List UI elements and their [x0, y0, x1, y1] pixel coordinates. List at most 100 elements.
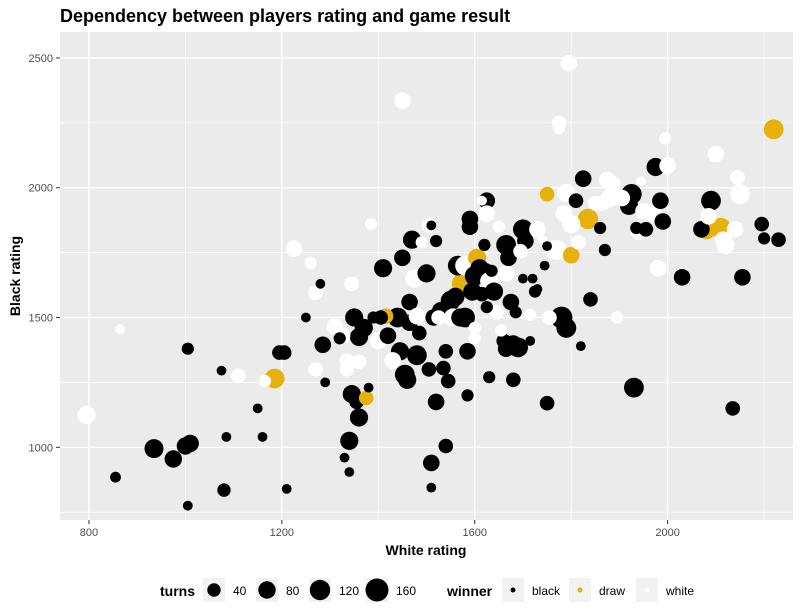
data-point-white — [603, 175, 621, 193]
legend-size-key-160 — [365, 578, 389, 602]
data-point-black — [436, 360, 451, 376]
legend-color-keys: black draw white — [502, 578, 694, 602]
data-point-black — [509, 306, 522, 319]
data-point-black — [532, 284, 543, 294]
data-point-black — [421, 362, 437, 377]
data-point-white — [555, 205, 573, 222]
data-point-black — [539, 395, 555, 411]
data-point-black — [451, 308, 470, 327]
data-point-black — [144, 439, 164, 459]
data-point-black — [527, 273, 538, 284]
data-point-black — [426, 482, 437, 493]
x-tick-label: 800 — [80, 527, 98, 539]
data-point-black — [461, 210, 479, 228]
data-point-white — [707, 145, 725, 163]
data-point-black — [771, 232, 786, 247]
legend-size-title: turns — [160, 583, 195, 599]
data-point-white — [364, 218, 378, 231]
data-point-black — [394, 249, 411, 267]
data-point-black — [461, 389, 474, 402]
data-point-black — [483, 371, 496, 384]
data-point-black — [320, 377, 331, 388]
data-point-white — [613, 189, 631, 207]
data-point-white — [635, 202, 652, 220]
legend-size-keys: 40 80 120 160 — [203, 578, 416, 602]
data-point-black — [652, 192, 669, 209]
data-point-white — [529, 221, 546, 238]
legend-size-label: 160 — [396, 584, 416, 598]
data-point-black — [484, 282, 504, 301]
data-point-black — [470, 259, 489, 278]
data-point-black — [427, 393, 445, 411]
data-point-black — [654, 213, 672, 230]
x-tick-label: 1600 — [462, 527, 486, 539]
data-point-black — [367, 311, 380, 324]
data-point-black — [379, 327, 397, 345]
x-tick-label: 1200 — [270, 527, 294, 539]
data-point-black — [459, 343, 476, 360]
y-tick-label: 1000 — [29, 442, 53, 454]
data-point-black — [539, 260, 550, 271]
data-point-white — [431, 310, 446, 325]
y-tick-label: 2000 — [29, 183, 53, 195]
legend-color-key-draw — [577, 587, 583, 593]
data-point-white — [495, 324, 508, 337]
data-point-black — [630, 221, 643, 235]
data-point-white — [730, 170, 745, 185]
data-point-white — [649, 259, 667, 277]
data-point-black — [638, 222, 654, 237]
data-point-black — [478, 238, 491, 251]
data-point-black — [252, 403, 263, 414]
x-tick-label: 2000 — [655, 527, 679, 539]
data-point-white — [468, 332, 481, 345]
data-point-white — [384, 352, 402, 369]
data-point-black — [344, 467, 355, 477]
data-point-black — [568, 193, 584, 208]
legend-size-key-40 — [207, 583, 221, 597]
x-axis: 800 1200 1600 2000 — [80, 520, 680, 539]
legend-size-key-120 — [309, 579, 331, 601]
data-point-black — [398, 370, 417, 389]
data-point-white — [339, 362, 355, 377]
data-point-black — [598, 243, 612, 257]
data-point-white — [489, 305, 504, 320]
data-points — [77, 54, 786, 511]
data-point-white — [595, 196, 610, 211]
data-point-black — [110, 471, 121, 483]
data-point-white — [351, 354, 367, 370]
data-point-black — [349, 408, 369, 427]
legend-color-label: draw — [599, 584, 625, 598]
data-point-black — [758, 232, 771, 245]
data-point-black — [426, 220, 437, 231]
data-point-white — [610, 311, 624, 324]
data-point-black — [525, 336, 536, 346]
data-point-white — [553, 121, 566, 135]
data-point-black — [374, 259, 393, 278]
data-point-black — [257, 432, 268, 442]
data-point-white — [408, 307, 426, 325]
data-point-black — [354, 318, 373, 337]
chart-title: Dependency between players rating and ga… — [60, 6, 510, 26]
data-point-white — [560, 54, 578, 72]
data-point-draw — [358, 390, 374, 406]
legend-size-label: 80 — [286, 584, 300, 598]
data-point-black — [556, 318, 577, 338]
data-point-white — [571, 235, 586, 250]
data-point-white — [344, 276, 360, 292]
data-point-black — [518, 273, 528, 284]
data-point-white — [659, 157, 676, 174]
data-point-white — [394, 92, 411, 110]
y-tick-label: 1500 — [29, 313, 53, 325]
data-point-white — [258, 375, 272, 388]
data-point-black — [401, 293, 418, 311]
x-axis-title: White rating — [386, 542, 467, 558]
data-point-white — [659, 132, 672, 145]
legend-color-title: winner — [446, 583, 493, 599]
data-point-black — [725, 401, 740, 416]
data-point-black — [417, 264, 436, 283]
data-point-black — [181, 434, 199, 453]
data-point-white — [492, 220, 505, 233]
data-point-black — [500, 249, 517, 267]
data-point-black — [583, 292, 598, 307]
data-point-black — [542, 241, 552, 252]
